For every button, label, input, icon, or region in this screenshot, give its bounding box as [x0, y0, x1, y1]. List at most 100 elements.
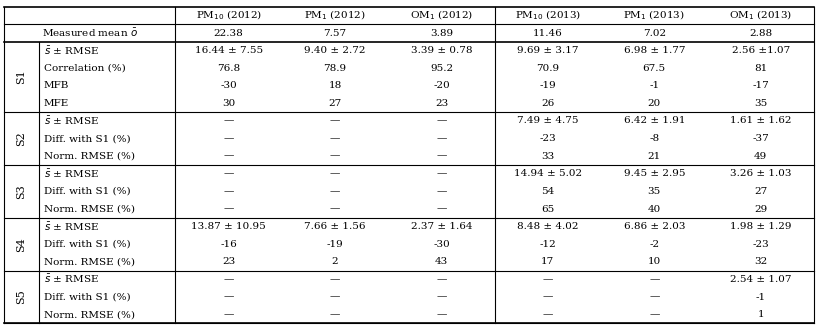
Text: 95.2: 95.2 [430, 64, 453, 73]
Text: $\bar{s}$ ± RMSE: $\bar{s}$ ± RMSE [44, 220, 99, 233]
Text: -23: -23 [753, 240, 769, 249]
Text: Correlation (%): Correlation (%) [44, 64, 126, 73]
Text: 7.49 ± 4.75: 7.49 ± 4.75 [517, 116, 578, 125]
Text: —: — [330, 152, 340, 161]
Text: —: — [436, 292, 447, 302]
Text: —: — [330, 275, 340, 284]
Text: 35: 35 [754, 99, 767, 108]
Text: —: — [436, 152, 447, 161]
Text: 70.9: 70.9 [537, 64, 560, 73]
Text: 21: 21 [648, 152, 661, 161]
Text: 43: 43 [435, 257, 448, 266]
Text: 20: 20 [648, 99, 661, 108]
Text: $\bar{s}$ ± RMSE: $\bar{s}$ ± RMSE [44, 168, 99, 180]
Text: Norm. RMSE (%): Norm. RMSE (%) [44, 257, 135, 266]
Text: Diff. with S1 (%): Diff. with S1 (%) [44, 292, 131, 302]
Text: MFE: MFE [44, 99, 70, 108]
Text: 22.38: 22.38 [213, 28, 244, 38]
Text: -30: -30 [220, 81, 237, 90]
Text: 27: 27 [754, 187, 767, 196]
Text: —: — [436, 134, 447, 143]
Text: 9.69 ± 3.17: 9.69 ± 3.17 [517, 46, 578, 55]
Text: PM$_1$ (2013): PM$_1$ (2013) [623, 9, 685, 22]
Text: Measured mean $\bar{o}$: Measured mean $\bar{o}$ [42, 27, 137, 39]
Text: -19: -19 [540, 81, 556, 90]
Text: 2.54 ± 1.07: 2.54 ± 1.07 [730, 275, 792, 284]
Text: 35: 35 [648, 187, 661, 196]
Text: 32: 32 [754, 257, 767, 266]
Text: —: — [649, 275, 659, 284]
Text: —: — [436, 205, 447, 214]
Text: —: — [223, 169, 234, 178]
Text: $\bar{s}$ ± RMSE: $\bar{s}$ ± RMSE [44, 45, 99, 57]
Text: $\bar{s}$ ± RMSE: $\bar{s}$ ± RMSE [44, 115, 99, 127]
Text: OM$_1$ (2013): OM$_1$ (2013) [729, 9, 793, 22]
Text: 10: 10 [648, 257, 661, 266]
Text: 3.89: 3.89 [430, 28, 453, 38]
Text: —: — [223, 275, 234, 284]
Text: 11.46: 11.46 [533, 28, 563, 38]
Text: 13.87 ± 10.95: 13.87 ± 10.95 [191, 222, 266, 231]
Text: PM$_{10}$ (2012): PM$_{10}$ (2012) [196, 9, 262, 22]
Text: -16: -16 [220, 240, 237, 249]
Text: —: — [436, 116, 447, 125]
Text: S3: S3 [16, 184, 26, 199]
Text: 14.94 ± 5.02: 14.94 ± 5.02 [514, 169, 582, 178]
Text: 8.48 ± 4.02: 8.48 ± 4.02 [517, 222, 578, 231]
Text: 2: 2 [332, 257, 339, 266]
Text: —: — [436, 187, 447, 196]
Text: —: — [330, 134, 340, 143]
Text: 7.57: 7.57 [324, 28, 347, 38]
Text: Norm. RMSE (%): Norm. RMSE (%) [44, 205, 135, 214]
Text: —: — [330, 187, 340, 196]
Text: 2.37 ± 1.64: 2.37 ± 1.64 [411, 222, 472, 231]
Text: —: — [542, 292, 553, 302]
Text: 6.86 ± 2.03: 6.86 ± 2.03 [623, 222, 685, 231]
Text: 23: 23 [222, 257, 236, 266]
Text: S2: S2 [16, 131, 26, 146]
Text: -12: -12 [540, 240, 556, 249]
Text: Diff. with S1 (%): Diff. with S1 (%) [44, 187, 131, 196]
Text: 9.45 ± 2.95: 9.45 ± 2.95 [623, 169, 685, 178]
Text: —: — [223, 187, 234, 196]
Text: —: — [542, 275, 553, 284]
Text: 3.26 ± 1.03: 3.26 ± 1.03 [730, 169, 792, 178]
Text: 33: 33 [542, 152, 555, 161]
Text: -2: -2 [649, 240, 659, 249]
Text: Diff. with S1 (%): Diff. with S1 (%) [44, 134, 131, 143]
Text: 27: 27 [329, 99, 342, 108]
Text: S1: S1 [16, 70, 26, 84]
Text: 2.88: 2.88 [749, 28, 772, 38]
Text: —: — [223, 134, 234, 143]
Text: —: — [436, 275, 447, 284]
Text: 65: 65 [542, 205, 555, 214]
Text: 49: 49 [754, 152, 767, 161]
Text: 78.9: 78.9 [324, 64, 347, 73]
Text: 9.40 ± 2.72: 9.40 ± 2.72 [304, 46, 366, 55]
Text: 1: 1 [757, 310, 764, 319]
Text: 26: 26 [542, 99, 555, 108]
Text: —: — [330, 169, 340, 178]
Text: —: — [649, 310, 659, 319]
Text: 2.56 ±1.07: 2.56 ±1.07 [731, 46, 790, 55]
Text: —: — [436, 169, 447, 178]
Text: 7.02: 7.02 [643, 28, 666, 38]
Text: 76.8: 76.8 [217, 64, 240, 73]
Text: —: — [436, 310, 447, 319]
Text: PM$_{10}$ (2013): PM$_{10}$ (2013) [515, 9, 581, 22]
Text: 30: 30 [222, 99, 236, 108]
Text: —: — [223, 205, 234, 214]
Text: 18: 18 [329, 81, 342, 90]
Text: 1.98 ± 1.29: 1.98 ± 1.29 [730, 222, 792, 231]
Text: Diff. with S1 (%): Diff. with S1 (%) [44, 240, 131, 249]
Text: -23: -23 [540, 134, 556, 143]
Text: -1: -1 [649, 81, 659, 90]
Text: 16.44 ± 7.55: 16.44 ± 7.55 [195, 46, 263, 55]
Text: 7.66 ± 1.56: 7.66 ± 1.56 [304, 222, 366, 231]
Text: 67.5: 67.5 [643, 64, 666, 73]
Text: 40: 40 [648, 205, 661, 214]
Text: -37: -37 [753, 134, 769, 143]
Text: OM$_1$ (2012): OM$_1$ (2012) [410, 9, 473, 22]
Text: -1: -1 [756, 292, 766, 302]
Text: -20: -20 [433, 81, 450, 90]
